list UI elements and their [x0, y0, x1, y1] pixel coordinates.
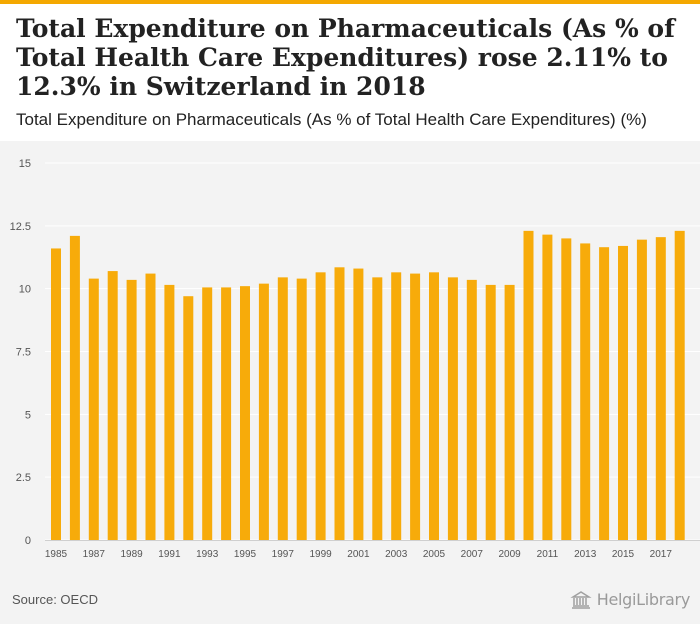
- bar: [202, 287, 213, 540]
- x-tick-label: 1989: [120, 549, 143, 560]
- x-tick-label: 2005: [423, 549, 446, 560]
- bar: [334, 267, 345, 540]
- bar: [561, 238, 572, 540]
- bar: [618, 245, 628, 540]
- x-tick-label: 2007: [461, 549, 484, 560]
- bar: [221, 287, 232, 540]
- y-tick-label: 0: [25, 535, 31, 547]
- x-tick-label: 1985: [45, 549, 68, 560]
- x-tick-label: 2013: [574, 549, 597, 560]
- bar: [636, 239, 647, 540]
- bar: [258, 283, 269, 540]
- top-accent-bar: [0, 0, 700, 4]
- y-tick-label: 2.5: [16, 472, 31, 484]
- logo-text: HelgiLibrary: [596, 590, 691, 609]
- x-tick-label: 1987: [83, 549, 106, 560]
- bar: [126, 279, 137, 540]
- bar: [145, 273, 156, 540]
- bar: [69, 235, 80, 540]
- bar: [296, 278, 307, 540]
- x-tick-label: 2011: [537, 549, 559, 560]
- x-tick-label: 2009: [498, 549, 521, 560]
- y-tick-label: 7.5: [16, 347, 31, 359]
- chart-panel: 0 2.5 5 7.5 10 12.5 15 1985 1987 1989 1991 1993 1995…: [0, 141, 700, 624]
- helgi-library-logo[interactable]: HelgiLibrary: [570, 590, 690, 609]
- bar: [315, 272, 326, 540]
- bar-chart: 0 2.5 5 7.5 10 12.5 15 1985 1987 1989 1991 1993 1995…: [10, 158, 700, 560]
- bar: [504, 284, 515, 540]
- bar: [353, 268, 364, 540]
- bar: [277, 277, 288, 540]
- x-tick-label: 2015: [612, 549, 635, 560]
- bar: [164, 284, 175, 540]
- x-tick-label: 1993: [196, 549, 219, 560]
- bar: [88, 278, 99, 540]
- x-tick-label: 1997: [272, 549, 295, 560]
- bar: [107, 271, 118, 540]
- x-tick-label: 2017: [650, 549, 673, 560]
- x-tick-label: 2003: [385, 549, 408, 560]
- y-tick-label: 5: [25, 409, 31, 421]
- bar: [51, 248, 61, 540]
- x-tick-label: 1991: [158, 549, 181, 560]
- bar: [655, 237, 666, 540]
- chart-headline: Total Expenditure on Pharmaceuticals (As…: [16, 14, 675, 101]
- chart-subtitle: Total Expenditure on Pharmaceuticals (As…: [16, 110, 647, 129]
- y-tick-label: 12.5: [10, 221, 31, 233]
- bar: [372, 277, 383, 540]
- bar: [485, 284, 496, 540]
- x-tick-label: 1999: [309, 549, 332, 560]
- bar: [429, 272, 439, 540]
- y-tick-label: 15: [19, 158, 31, 170]
- bar: [580, 243, 591, 540]
- library-building-icon: [570, 590, 592, 609]
- bar: [240, 286, 250, 540]
- bar: [466, 279, 477, 540]
- bar: [542, 234, 553, 540]
- bar: [599, 247, 610, 540]
- source-note: Source: OECD: [12, 592, 98, 607]
- bar: [391, 272, 402, 540]
- bar: [410, 273, 421, 540]
- bar: [447, 277, 458, 540]
- bar: [523, 230, 534, 541]
- x-tick-label: 2001: [347, 549, 370, 560]
- y-tick-label: 10: [19, 284, 31, 296]
- bar: [183, 296, 194, 540]
- bar: [674, 230, 685, 541]
- x-tick-label: 1995: [234, 549, 257, 560]
